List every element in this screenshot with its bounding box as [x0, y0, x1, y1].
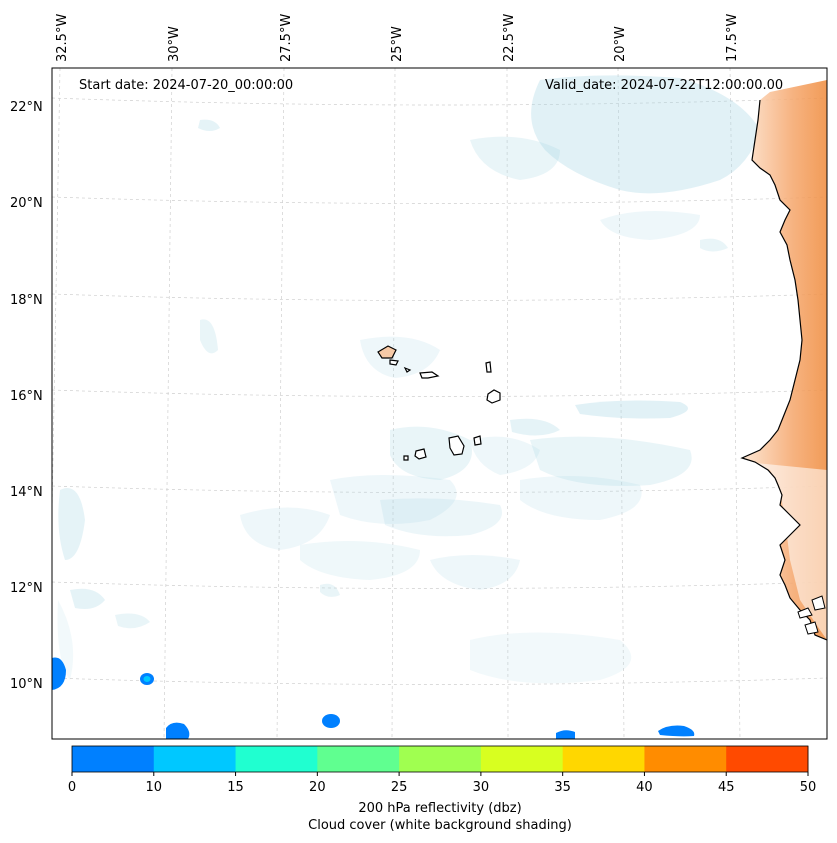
colorbar-tick-label: 45 — [718, 780, 735, 795]
colorbar-segment — [399, 746, 482, 772]
lat-label: 20°N — [10, 196, 43, 211]
lon-label: 20°W — [613, 26, 628, 62]
colorbar-subtitle: Cloud cover (white background shading) — [308, 818, 572, 833]
colorbar-title: 200 hPa reflectivity (dbz) — [358, 801, 522, 816]
colorbar-tick-label: 40 — [636, 780, 653, 795]
longitude-labels: 32.5°W 30°W 27.5°W 25°W 22.5°W 20°W 17.5… — [55, 14, 740, 62]
africa-coastline — [740, 99, 827, 641]
colorbar-tick-label: 35 — [554, 780, 571, 795]
colorbar-tick-label: 20 — [309, 780, 326, 795]
colorbar-segment — [562, 746, 645, 772]
map-area — [52, 68, 827, 739]
reflectivity-cells — [52, 657, 695, 739]
cape-verde-islands — [377, 345, 501, 461]
lat-label: 22°N — [10, 100, 43, 115]
colorbar: 0 10 15 20 25 30 35 40 45 50 — [68, 745, 817, 795]
map-border — [51, 67, 828, 740]
lon-label: 32.5°W — [55, 14, 70, 62]
colorbar-segment — [480, 746, 564, 772]
colorbar-tick-label: 50 — [800, 780, 817, 795]
start-date-label: Start date: 2024-07-20_00:00:00 — [79, 78, 294, 93]
colorbar-segment — [644, 746, 727, 772]
lat-label: 14°N — [10, 485, 43, 500]
lat-label: 12°N — [10, 581, 43, 596]
latitude-gridlines — [52, 97, 827, 685]
lat-label: 18°N — [10, 293, 43, 308]
colorbar-tick-label: 10 — [146, 780, 163, 795]
lon-label: 25°W — [390, 26, 405, 62]
valid-date-label: Valid_date: 2024-07-22T12:00:00.00 — [545, 78, 784, 93]
lon-label: 30°W — [167, 26, 182, 62]
lat-label: 10°N — [10, 677, 43, 692]
colorbar-tick-label: 30 — [473, 780, 490, 795]
cloud-cover-shading — [57, 75, 760, 684]
colorbar-segment — [726, 746, 809, 772]
colorbar-border — [71, 745, 809, 773]
lon-label: 22.5°W — [502, 14, 517, 62]
colorbar-segment — [153, 746, 237, 772]
lon-label: 27.5°W — [279, 14, 294, 62]
colorbar-segment — [317, 746, 400, 772]
lon-label: 17.5°W — [725, 14, 740, 62]
colorbar-tick-label: 0 — [68, 780, 76, 795]
longitude-gridlines — [52, 68, 741, 739]
colorbar-segment — [235, 746, 318, 772]
lat-label: 16°N — [10, 389, 43, 404]
latitude-labels: 22°N 20°N 18°N 16°N 14°N 12°N 10°N — [10, 100, 43, 692]
colorbar-segment — [72, 746, 155, 772]
colorbar-tick-label: 15 — [227, 780, 244, 795]
colorbar-tick-label: 25 — [391, 780, 408, 795]
